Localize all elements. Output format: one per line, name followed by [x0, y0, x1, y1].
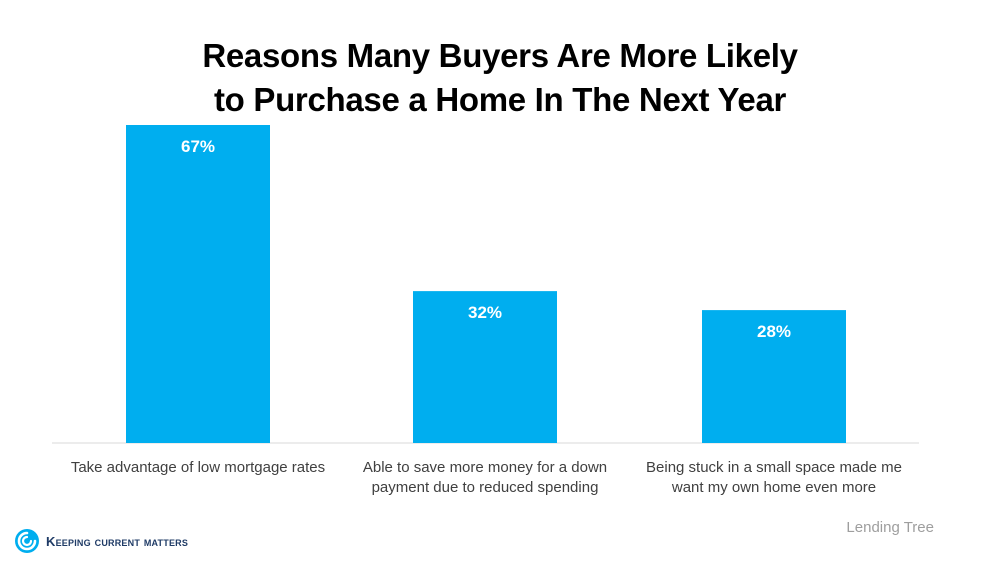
category-label-1-line-1: Take advantage of low mortgage rates	[70, 459, 326, 476]
category-label-1: Take advantage of low mortgage rates	[53, 458, 343, 478]
bar-1	[126, 125, 270, 443]
kcm-swirl-icon	[15, 529, 39, 553]
brand-name: Keeping Current Matters	[46, 533, 189, 549]
category-label-2-line-2: payment due to reduced spending	[371, 479, 599, 496]
chart-title-line-1: Reasons Many Buyers Are More Likely	[202, 37, 798, 74]
chart-title: Reasons Many Buyers Are More Likely to P…	[0, 34, 1000, 122]
source-label: Lending Tree	[846, 519, 934, 536]
data-label-3: 28%	[757, 322, 791, 341]
category-label-3: Being stuck in a small space made me want…	[629, 458, 919, 498]
bar-2	[413, 291, 557, 443]
bars-group: 67% 32% 28%	[126, 125, 846, 443]
data-label-1: 67%	[181, 137, 215, 156]
category-label-3-line-1: Being stuck in a small space made me	[646, 459, 902, 476]
chart-title-line-2: to Purchase a Home In The Next Year	[213, 81, 787, 118]
brand-logo: Keeping Current Matters	[14, 528, 188, 554]
category-label-2-line-1: Able to save more money for a down	[362, 459, 608, 476]
category-label-2: Able to save more money for a down paymen…	[340, 458, 630, 498]
bar-3	[702, 310, 846, 443]
category-label-3-line-2: want my own home even more	[671, 479, 877, 496]
data-label-2: 32%	[468, 303, 502, 322]
